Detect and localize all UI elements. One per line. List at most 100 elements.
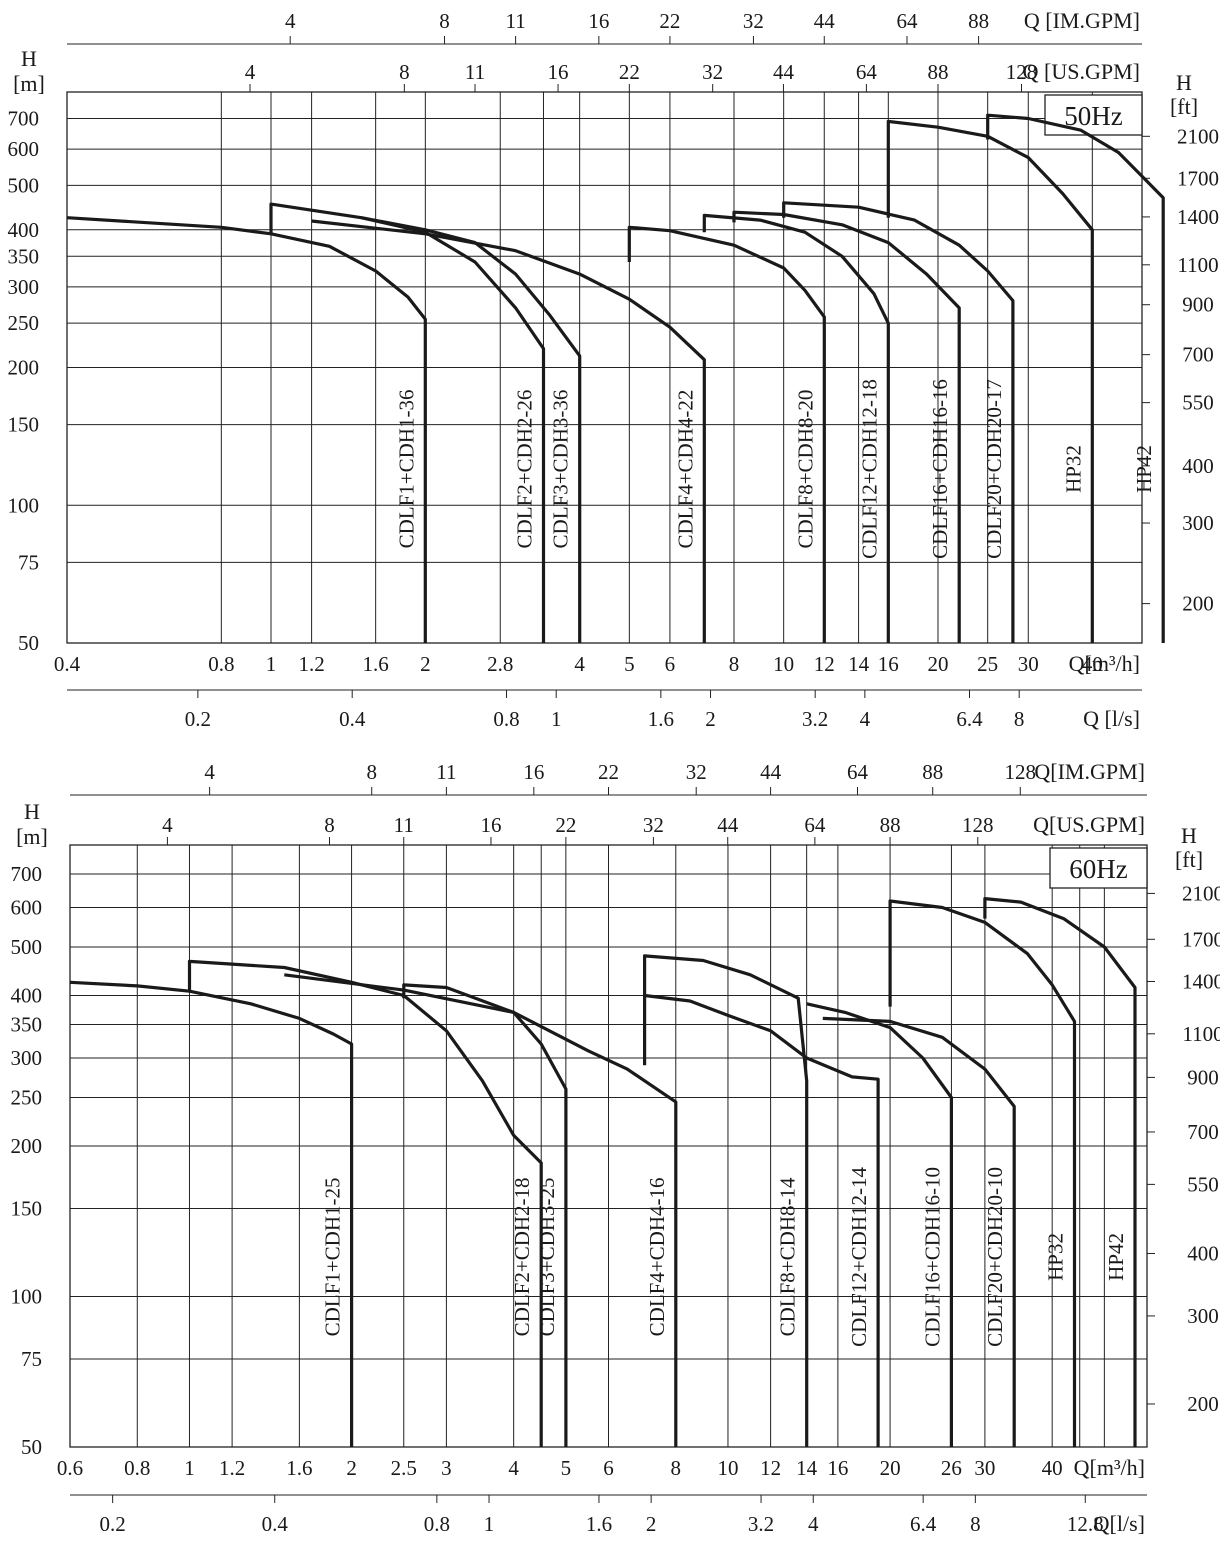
series-label-cdlf8-cdh8-14: CDLF8+CDH8-14 (776, 1177, 800, 1336)
series-label-hp42: HP42 (1104, 1233, 1128, 1281)
frequency-badge: 60Hz (1069, 854, 1127, 884)
imgpm-tick-label: 4 (285, 9, 296, 33)
x-tick-label: 2 (420, 652, 431, 676)
series-line-cdlf3-cdh3-36 (361, 216, 582, 643)
y-tick-label: 500 (8, 173, 40, 197)
series-line-hp42 (986, 113, 1165, 643)
ft-tick-label: 1700 (1182, 927, 1220, 951)
y-axis-unit-bottom: [m] (16, 824, 48, 849)
plot-frame (66, 91, 1143, 644)
series-line-cdlf16-cdh16-10 (806, 1002, 953, 1447)
y-tick-label: 300 (11, 1046, 43, 1070)
series-line-cdlf16-cdh16-16 (732, 210, 961, 643)
y-tick-label: 75 (18, 550, 39, 574)
ft-tick-label: 200 (1187, 1392, 1219, 1416)
ft-axis-unit-bottom: [ft] (1170, 94, 1198, 119)
series-line-cdlf8-cdh8-20 (627, 225, 826, 643)
lps-tick-label: 6.4 (956, 707, 983, 731)
usgpm-tick-label: 64 (856, 60, 878, 84)
chart-50hz: 5075100150200250300350400500600700H[m]20… (8, 8, 1220, 731)
x-tick-label: 4 (574, 652, 585, 676)
ft-tick-label: 300 (1182, 511, 1214, 535)
imgpm-tick-label: 22 (598, 760, 619, 784)
frequency-badge-box (1049, 847, 1148, 889)
x-tick-label: 2.8 (487, 652, 513, 676)
series-line-cdlf1-cdh1-25 (69, 980, 354, 1447)
x-tick-label: 1.6 (286, 1456, 312, 1480)
y-tick-label: 50 (18, 631, 39, 655)
imgpm-tick-label: 11 (505, 9, 525, 33)
x-tick-label: 16 (878, 652, 899, 676)
lps-tick-label: 4 (860, 707, 871, 731)
y-tick-label: 400 (8, 218, 40, 242)
series-label-cdlf8-cdh8-20: CDLF8+CDH8-20 (793, 390, 817, 549)
imgpm-tick-label: 88 (922, 760, 943, 784)
x-tick-label: 12 (760, 1456, 781, 1480)
series-line-cdlf8-cdh8-14 (643, 954, 809, 1447)
usgpm-tick-label: 8 (324, 813, 335, 837)
y-tick-label: 250 (11, 1086, 43, 1110)
x-tick-label: 8 (671, 1456, 682, 1480)
x-tick-label: 40 (1042, 1456, 1063, 1480)
ft-tick-label: 1400 (1177, 205, 1219, 229)
x-tick-label: 2 (346, 1456, 357, 1480)
imgpm-axis-label: Q[IM.GPM] (1034, 759, 1145, 784)
plot-frame (69, 844, 1148, 1448)
usgpm-tick-label: 44 (717, 813, 739, 837)
series-label-hp32: HP32 (1061, 445, 1085, 493)
y-tick-label: 100 (11, 1285, 43, 1309)
series-label-cdlf2-cdh2-18: CDLF2+CDH2-18 (510, 1177, 534, 1336)
series-line-cdlf12-cdh12-18 (702, 213, 890, 643)
x-tick-label: 6 (665, 652, 676, 676)
ft-tick-label: 700 (1187, 1120, 1219, 1144)
x-tick-label: 5 (561, 1456, 572, 1480)
imgpm-tick-label: 64 (896, 9, 918, 33)
usgpm-tick-label: 11 (394, 813, 414, 837)
series-line-cdlf20-cdh20-17 (782, 201, 1015, 643)
series-line-hp32 (886, 119, 1094, 643)
x-tick-label: 10 (717, 1456, 738, 1480)
ft-tick-label: 550 (1182, 391, 1214, 415)
series-label-hp42: HP42 (1132, 445, 1156, 493)
series-line-cdlf4-cdh4-16 (284, 973, 678, 1447)
x-tick-label: 16 (827, 1456, 848, 1480)
grid (69, 845, 1147, 1448)
ft-tick-label: 1100 (1177, 253, 1218, 277)
x-tick-label: 6 (603, 1456, 614, 1480)
lps-tick-label: 0.8 (493, 707, 519, 731)
y-tick-label: 200 (8, 356, 40, 380)
usgpm-tick-label: 22 (619, 60, 640, 84)
ft-tick-label: 700 (1182, 343, 1214, 367)
ft-tick-label: 400 (1182, 454, 1214, 478)
x-tick-label: 14 (848, 652, 870, 676)
y-tick-label: 500 (11, 935, 43, 959)
lps-tick-label: 0.2 (185, 707, 211, 731)
usgpm-tick-label: 4 (162, 813, 173, 837)
lps-tick-label: 1.6 (648, 707, 674, 731)
lps-tick-label: 2 (705, 707, 716, 731)
x-tick-label: 0.6 (57, 1456, 83, 1480)
ft-tick-label: 900 (1187, 1065, 1219, 1089)
series-line-cdlf2-cdh2-26 (269, 202, 546, 643)
x-tick-label: 10 (773, 652, 794, 676)
series-label-cdlf16-cdh16-10: CDLF16+CDH16-10 (920, 1167, 944, 1347)
lps-tick-label: 8 (970, 1512, 981, 1536)
imgpm-tick-label: 32 (743, 9, 764, 33)
usgpm-tick-label: 128 (1006, 60, 1038, 84)
x-tick-label: 1.2 (298, 652, 324, 676)
imgpm-axis-label: Q [IM.GPM] (1024, 8, 1140, 33)
imgpm-tick-label: 128 (1005, 760, 1037, 784)
x-tick-label: 26 (941, 1456, 962, 1480)
usgpm-tick-label: 16 (548, 60, 569, 84)
x-tick-label: 1.2 (219, 1456, 245, 1480)
ft-tick-label: 300 (1187, 1304, 1219, 1328)
x-tick-label: 8 (729, 652, 740, 676)
lps-tick-label: 6.4 (910, 1512, 937, 1536)
ft-tick-label: 1400 (1182, 969, 1220, 993)
x-tick-label: 5 (624, 652, 635, 676)
imgpm-tick-label: 44 (814, 9, 836, 33)
y-tick-label: 350 (11, 1012, 43, 1036)
x-tick-label: 1 (266, 652, 277, 676)
series-line-cdlf2-cdh2-18 (187, 959, 543, 1447)
series-label-cdlf2-cdh2-26: CDLF2+CDH2-26 (513, 390, 537, 549)
